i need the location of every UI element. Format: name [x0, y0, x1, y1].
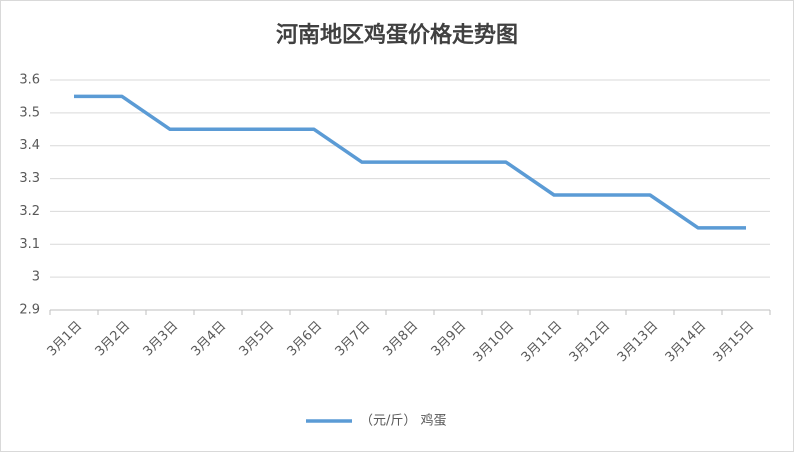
y-tick-label: 3.6 — [19, 73, 40, 88]
chart-title: 河南地区鸡蛋价格走势图 — [276, 22, 518, 48]
data-line — [74, 94, 746, 230]
y-tick-label: 3.5 — [19, 105, 40, 120]
legend-label: （元/斤） 鸡蛋 — [360, 413, 447, 429]
y-tick-label: 3.2 — [19, 204, 40, 219]
y-tick-label: 3.4 — [19, 138, 40, 153]
y-tick-label: 3 — [32, 270, 40, 285]
y-tick-label: 3.1 — [19, 237, 40, 252]
y-tick-label: 3.3 — [19, 171, 40, 186]
y-tick-label: 2.9 — [19, 303, 40, 318]
